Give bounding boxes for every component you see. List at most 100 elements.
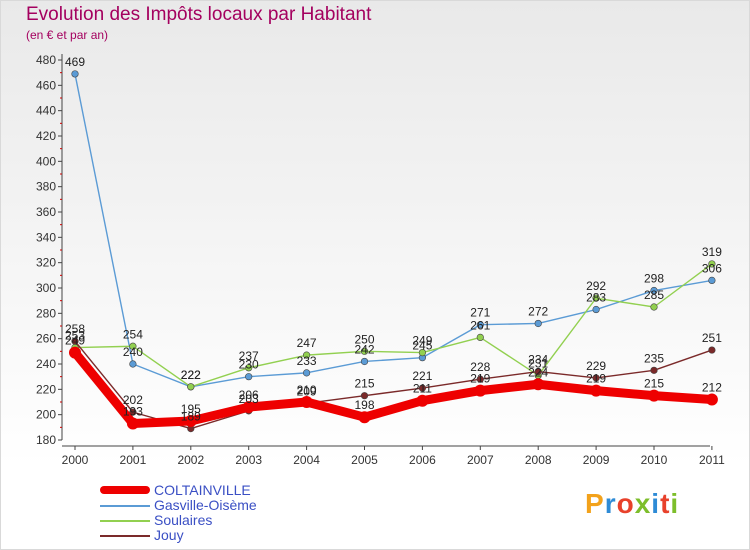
x-tick-label: 2005 (351, 453, 378, 467)
x-tick-label: 2009 (583, 453, 610, 467)
data-point (476, 321, 484, 329)
data-label: 251 (702, 331, 722, 345)
data-label: 230 (239, 358, 259, 372)
data-label: 206 (239, 388, 259, 402)
data-label: 245 (412, 339, 432, 353)
logo-letter: P (585, 488, 605, 519)
x-tick-label: 2011 (699, 453, 725, 467)
data-label: 219 (586, 372, 606, 386)
y-tick-label: 460 (36, 78, 56, 92)
chart-subtitle: (en € et par an) (26, 28, 109, 42)
data-point (650, 286, 658, 295)
data-point (69, 346, 81, 359)
data-point (187, 383, 195, 391)
data-point (245, 373, 253, 381)
data-point (416, 394, 429, 407)
y-tick-label: 320 (36, 256, 56, 270)
data-label: 222 (181, 368, 201, 382)
logo-letter: i (670, 488, 680, 519)
legend-swatch-jouy (100, 535, 150, 537)
data-point (650, 366, 658, 374)
logo-letter: r (604, 488, 617, 519)
data-label: 271 (470, 306, 490, 320)
y-tick-label: 420 (36, 129, 56, 143)
data-label: 247 (297, 336, 317, 350)
data-point (303, 369, 311, 377)
data-point (532, 378, 545, 391)
data-label: 215 (644, 377, 664, 391)
data-label: 254 (123, 327, 143, 341)
data-label: 283 (586, 291, 606, 305)
data-label: 209 (297, 384, 317, 398)
chart-title: Evolution des Impôts locaux par Habitant (26, 4, 372, 25)
data-label: 235 (644, 351, 664, 365)
data-point (705, 393, 718, 406)
data-point (592, 305, 600, 314)
data-point (129, 342, 137, 350)
data-point (708, 260, 716, 268)
y-tick-label: 260 (36, 332, 56, 346)
data-label: 231 (528, 356, 548, 370)
y-tick-label: 220 (36, 382, 56, 396)
data-label: 193 (123, 405, 143, 419)
data-label: 195 (181, 402, 201, 416)
y-tick-label: 240 (36, 357, 56, 371)
data-label: 224 (528, 365, 548, 379)
data-point (590, 384, 603, 397)
data-point (126, 417, 139, 430)
data-point (708, 346, 716, 354)
data-point (534, 368, 542, 376)
x-tick-label: 2001 (120, 453, 147, 467)
data-label: 228 (470, 360, 490, 374)
series-line-gasville-ois-me (74, 73, 713, 388)
data-label: 234 (528, 353, 548, 367)
logo-letter: o (616, 488, 635, 519)
legend-label-coltainville: COLTAINVILLE (154, 482, 251, 498)
data-point (71, 70, 79, 78)
y-tick-label: 360 (36, 205, 56, 219)
data-point (418, 384, 427, 392)
logo-letter: x (634, 488, 652, 519)
x-tick-label: 2006 (409, 453, 436, 467)
series-line-jouy (74, 340, 713, 430)
y-tick-label: 380 (36, 180, 56, 194)
series-line-coltainville (70, 348, 717, 429)
legend-swatch-soulaires (100, 520, 150, 522)
data-point (242, 401, 255, 414)
legend-swatch-coltainville (100, 486, 150, 494)
legend-swatch-gasville-oiseme (100, 505, 150, 507)
data-point (129, 408, 137, 416)
x-tick-label: 2003 (235, 453, 262, 467)
data-point (184, 415, 197, 427)
data-label: 249 (65, 334, 85, 348)
data-label: 212 (702, 380, 722, 394)
data-point (592, 294, 600, 302)
legend-label-gasville-oiseme: Gasville-Oisème (154, 497, 257, 513)
data-label: 222 (181, 368, 201, 382)
x-tick-label: 2000 (62, 453, 89, 467)
data-label: 272 (528, 304, 548, 318)
data-point (592, 374, 600, 382)
data-label: 306 (702, 261, 722, 275)
data-label: 261 (470, 318, 490, 332)
x-tick-label: 2010 (641, 453, 668, 467)
data-label: 253 (65, 329, 85, 343)
data-label: 250 (354, 332, 374, 346)
proxiti-logo: Proxiti (585, 488, 679, 520)
data-label: 240 (123, 345, 143, 359)
y-tick-label: 200 (36, 408, 56, 422)
y-tick-label: 300 (36, 281, 56, 295)
data-label: 203 (239, 392, 259, 406)
x-tick-label: 2008 (525, 453, 552, 467)
legend-label-jouy: Jouy (154, 527, 184, 543)
data-point (358, 411, 371, 424)
logo-letter: t (660, 488, 671, 519)
y-tick-label: 480 (36, 53, 56, 67)
data-point (476, 375, 484, 383)
data-label: 221 (412, 369, 432, 383)
data-label: 198 (354, 398, 374, 412)
data-label: 189 (181, 410, 201, 424)
y-tick-label: 180 (36, 433, 56, 447)
data-point (648, 389, 660, 402)
